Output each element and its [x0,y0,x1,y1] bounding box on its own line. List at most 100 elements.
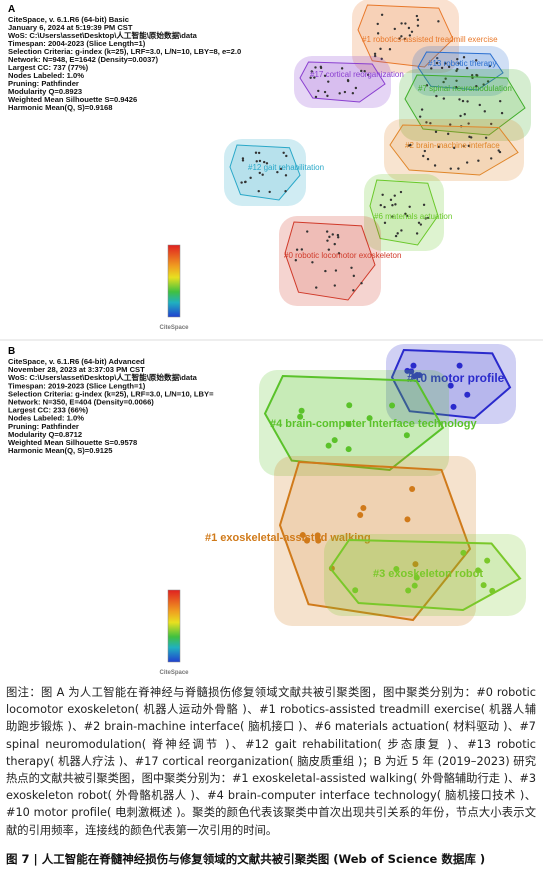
color-legend [167,589,181,663]
network-info: Network: N=948, E=1642 (Density=0.0037) [8,55,159,64]
cluster-node [309,76,312,79]
cluster-node [433,164,437,167]
cluster-node [303,537,310,544]
cluster-node [257,151,261,155]
cluster-node [363,70,366,73]
cluster-node [323,90,327,94]
figure-note: 图注：图 A 为人工智能在脊神经与脊髓损伤修复领域文献共被引聚类图，图中聚类分别… [6,686,537,837]
cluster-node [314,95,318,99]
cluster-node [265,162,269,165]
cluster-node [317,89,320,93]
cluster-node [416,372,423,379]
cluster-node [328,235,331,239]
cluster-node [404,516,411,523]
network-info: Nodes Labeled: 1.0% [8,71,84,80]
cluster-node [422,203,426,207]
cluster-node [407,144,410,147]
cluster-node [294,259,298,262]
cluster-node [360,504,367,511]
cluster-node [413,574,420,581]
cluster-node [262,160,266,164]
cluster-node [417,221,421,224]
network-info: Harmonic Mean(Q, S)=0.9125 [8,446,113,455]
cluster-node [257,189,260,193]
cluster-label: #2 brain-machine interface [405,141,500,150]
network-info: WoS: C:\Users\asset\Desktop\人工智能\原始数据\da… [8,372,198,382]
cluster-node [383,221,387,225]
cluster-label: #12 gait rehabilitation [248,163,324,172]
cluster-node [350,266,353,269]
cluster-node [297,413,304,420]
cluster-node [380,13,384,16]
cluster-node [437,20,440,23]
cluster-hull [263,374,445,472]
cluster-node [240,181,243,184]
cluster-node [459,114,462,118]
network-info: Selection Criteria: g-index (k=25), LRF=… [8,389,214,398]
cluster-node [465,161,469,164]
cluster-node [319,65,323,69]
cluster-node [325,442,332,449]
cluster-node [326,239,329,242]
cluster-node [334,269,338,272]
cluster-node [327,80,330,83]
cluster-node [389,402,396,409]
network-info: Pruning: Pathfinder [8,422,79,431]
cluster-node [461,99,465,103]
cluster-node [261,173,264,176]
cluster-node [400,35,403,38]
cluster-halo [384,119,524,181]
cluster-node [331,233,334,236]
cluster-node [454,85,458,89]
cluster-node [336,236,340,239]
cluster-node [380,57,383,61]
cluster-node [410,362,417,369]
cluster-node [354,86,358,90]
cluster-hull [404,74,526,136]
cluster-hull [328,538,522,612]
cluster-node [315,537,322,544]
cluster-node [425,84,429,87]
cluster-node [450,403,457,410]
cluster-node [460,549,467,556]
cluster-halo [364,174,444,251]
cluster-node [299,532,306,539]
cluster-node [345,421,352,428]
cluster-node [313,76,316,79]
cluster-node [282,151,285,155]
cluster-node [462,56,466,59]
cluster-node [388,48,392,51]
cluster-halo [294,56,391,108]
cluster-node [249,176,252,180]
cluster-node [336,233,340,237]
cluster-halo [399,69,531,141]
network-info: Largest CC: 737 (77%) [8,63,89,72]
cluster-node [466,100,469,103]
cluster-node [268,190,271,194]
cluster-node [442,97,446,100]
cluster-halo [259,370,449,476]
panel-label: A [8,4,15,15]
cluster-node [323,74,327,77]
network-info: WoS: C:\Users\asset\Desktop\人工智能\原始数据\da… [8,30,198,40]
cluster-node [467,122,470,125]
cluster-node [463,113,466,116]
network-info: Network: N=350, E=404 (Density=0.0066) [8,398,154,407]
cluster-node [391,204,394,207]
cluster-node [464,391,471,398]
cluster-node [455,79,458,82]
cluster-node [435,61,439,65]
cluster-node [306,230,309,233]
cluster-label: #17 cortical reorganization [310,70,404,79]
cluster-label: #10 motor profile [407,371,505,385]
cluster-node [333,284,336,287]
cluster-node [453,146,456,150]
cluster-node [315,286,318,289]
cluster-node [447,382,454,389]
cluster-node [311,261,314,264]
cluster-node [407,26,411,30]
cluster-node [480,582,487,589]
cluster-node [244,180,247,184]
network-info: Weighted Mean Silhouette S=0.9426 [8,95,137,104]
cluster-node [400,22,403,25]
